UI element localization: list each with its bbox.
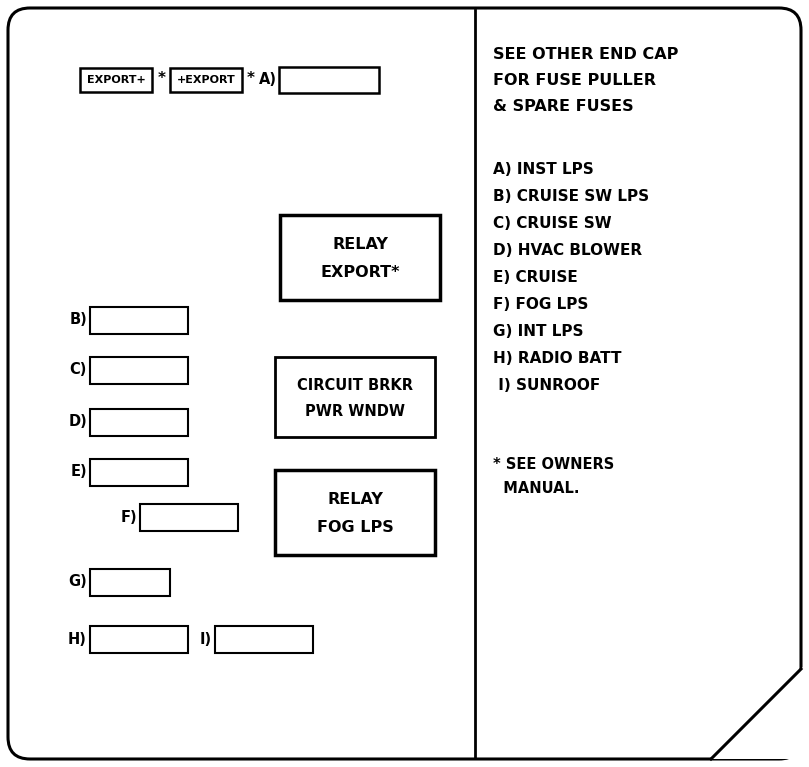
Text: I) SUNROOF: I) SUNROOF — [493, 378, 600, 393]
Text: +EXPORT: +EXPORT — [176, 75, 235, 85]
Text: FOR FUSE PULLER: FOR FUSE PULLER — [493, 73, 656, 88]
Bar — [90, 409, 188, 436]
Text: *: * — [247, 71, 255, 85]
Text: G) INT LPS: G) INT LPS — [493, 324, 583, 339]
Bar — [215, 626, 313, 653]
Bar — [90, 568, 170, 595]
Text: CIRCUIT BRKR: CIRCUIT BRKR — [297, 377, 413, 393]
Text: I): I) — [200, 631, 212, 647]
Text: G): G) — [68, 574, 87, 590]
Bar — [90, 357, 188, 384]
Text: EXPORT+: EXPORT+ — [87, 75, 146, 85]
Bar — [140, 503, 238, 531]
Bar — [90, 459, 188, 486]
Text: D) HVAC BLOWER: D) HVAC BLOWER — [493, 243, 642, 258]
Text: F): F) — [121, 509, 137, 525]
Bar — [80, 68, 152, 92]
Bar — [90, 626, 188, 653]
Text: C) CRUISE SW: C) CRUISE SW — [493, 216, 612, 231]
Text: E): E) — [70, 465, 87, 479]
Bar — [170, 68, 242, 92]
Text: SEE OTHER END CAP: SEE OTHER END CAP — [493, 47, 679, 62]
Text: MANUAL.: MANUAL. — [493, 481, 579, 496]
Bar — [275, 357, 435, 437]
Text: H): H) — [68, 631, 87, 647]
Text: B) CRUISE SW LPS: B) CRUISE SW LPS — [493, 189, 649, 204]
Text: H) RADIO BATT: H) RADIO BATT — [493, 351, 621, 366]
Text: D): D) — [68, 414, 87, 430]
Text: PWR WNDW: PWR WNDW — [305, 404, 405, 419]
Text: EXPORT*: EXPORT* — [320, 265, 400, 280]
Text: RELAY: RELAY — [332, 237, 388, 252]
Text: RELAY: RELAY — [327, 492, 383, 507]
Bar — [280, 215, 440, 299]
Text: B): B) — [70, 312, 87, 328]
Polygon shape — [711, 667, 803, 759]
Text: A) INST LPS: A) INST LPS — [493, 162, 594, 177]
FancyBboxPatch shape — [8, 8, 801, 759]
Text: C): C) — [70, 363, 87, 377]
Bar — [90, 307, 188, 334]
Text: F) FOG LPS: F) FOG LPS — [493, 297, 588, 312]
Text: & SPARE FUSES: & SPARE FUSES — [493, 99, 633, 114]
Text: E) CRUISE: E) CRUISE — [493, 270, 578, 285]
Text: * SEE OWNERS: * SEE OWNERS — [493, 457, 614, 472]
Text: *: * — [158, 71, 166, 85]
Text: A): A) — [259, 73, 277, 87]
Bar — [275, 469, 435, 555]
Text: FOG LPS: FOG LPS — [316, 520, 393, 535]
Bar — [279, 67, 379, 93]
